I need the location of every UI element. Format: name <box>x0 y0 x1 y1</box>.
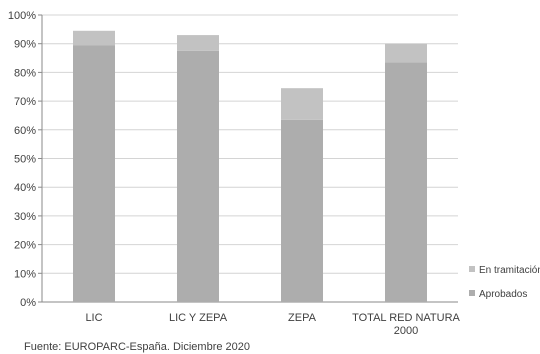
bar-aprobados <box>385 62 427 303</box>
bar-en-tramitación <box>385 43 427 63</box>
y-tick-label: 30% <box>14 211 36 223</box>
y-tick-label: 20% <box>14 240 36 252</box>
bar-aprobados <box>281 119 323 302</box>
y-axis-ticks: 0% 10% 20% 30% 40% 50% 60% 70% 80% 90% 100% <box>8 10 43 309</box>
bars <box>73 30 427 303</box>
y-tick-label: 100% <box>8 10 36 22</box>
y-tick-label: 80% <box>14 67 36 79</box>
bar-en-tramitación <box>281 88 323 120</box>
y-tick-label: 10% <box>14 268 36 280</box>
bar-en-tramitación <box>73 30 115 46</box>
legend-swatch <box>469 266 475 272</box>
y-tick-label: 50% <box>14 154 36 166</box>
y-tick-label: 0% <box>20 297 36 309</box>
x-category-label: LIC <box>85 312 102 324</box>
y-tick-label: 90% <box>14 39 36 51</box>
x-category-label: LIC Y ZEPA <box>169 312 228 324</box>
bar-aprobados <box>177 50 219 302</box>
x-category-label: ZEPA <box>288 312 317 324</box>
x-category-label: 2000 <box>394 325 418 337</box>
legend-label: En tramitación <box>479 265 540 276</box>
legend-label: Aprobados <box>479 289 527 300</box>
bar-aprobados <box>73 45 115 302</box>
legend-swatch <box>469 290 475 296</box>
y-tick-label: 40% <box>14 182 36 194</box>
source-note: Fuente: EUROPARC-España. Diciembre 2020 <box>24 341 250 353</box>
y-tick-label: 60% <box>14 125 36 137</box>
x-category-label: TOTAL RED NATURA <box>352 312 460 324</box>
bar-en-tramitación <box>177 35 219 51</box>
y-tick-label: 70% <box>14 96 36 108</box>
legend: En tramitación Aprobados <box>469 265 540 300</box>
